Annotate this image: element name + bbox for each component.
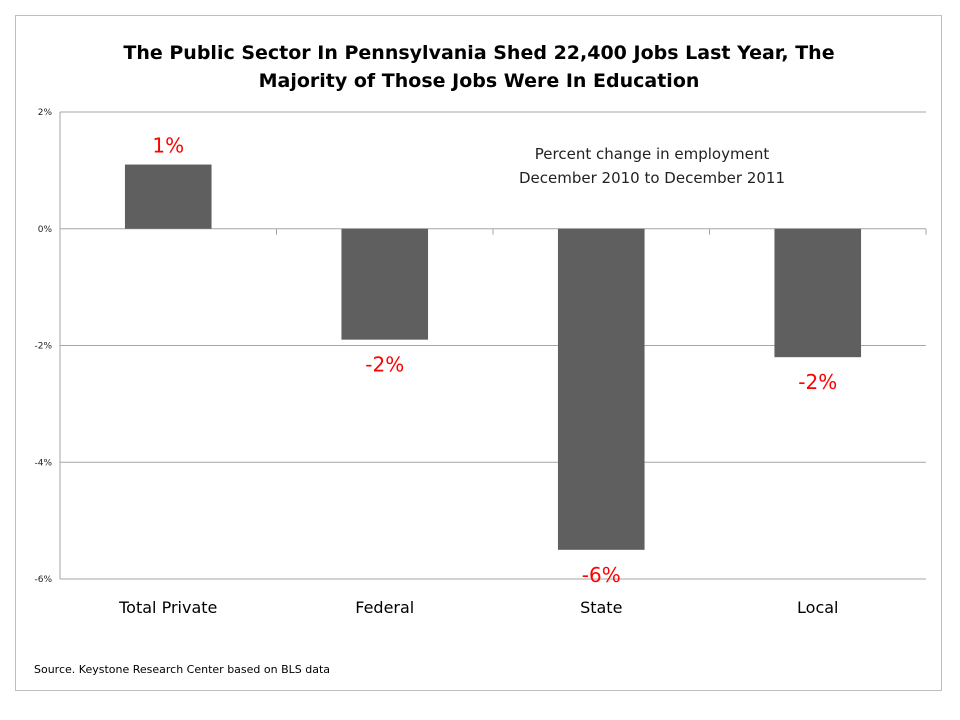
y-tick-label: -6% — [34, 575, 52, 585]
bar-chart: The Public Sector In Pennsylvania Shed 2… — [34, 42, 927, 676]
data-label: -2% — [798, 370, 837, 394]
data-label: -2% — [365, 353, 404, 377]
y-axis-ticks: 2% 0% -2% -4% -6% — [34, 108, 52, 585]
data-label: 1% — [152, 134, 184, 158]
chart-frame: The Public Sector In Pennsylvania Shed 2… — [15, 15, 942, 691]
source-note: Source. Keystone Research Center based o… — [34, 663, 330, 676]
y-tick-label: 2% — [38, 108, 53, 118]
bar-state — [557, 228, 645, 550]
chart-title-line-2: Majority of Those Jobs Were In Education — [259, 70, 700, 92]
chart-subtitle-line-2: December 2010 to December 2011 — [519, 169, 785, 187]
y-tick-label: -4% — [34, 458, 52, 468]
chart-title-line-1: The Public Sector In Pennsylvania Shed 2… — [123, 42, 834, 64]
bar-federal — [341, 228, 429, 340]
chart-subtitle-line-1: Percent change in employment — [535, 145, 770, 163]
data-labels: 1% -2% -6% -2% — [152, 134, 837, 587]
bar-local — [774, 228, 862, 358]
x-tick-label: Federal — [355, 598, 414, 617]
x-tick-label: Local — [797, 598, 838, 617]
x-tick-label: Total Private — [118, 598, 217, 617]
y-tick-label: -2% — [34, 342, 52, 352]
bar-total-private — [124, 164, 212, 229]
y-tick-label: 0% — [38, 225, 53, 235]
data-label: -6% — [582, 563, 621, 587]
x-tick-label: State — [580, 598, 622, 617]
x-axis-ticks: Total Private Federal State Local — [118, 598, 838, 617]
bars — [124, 164, 862, 550]
